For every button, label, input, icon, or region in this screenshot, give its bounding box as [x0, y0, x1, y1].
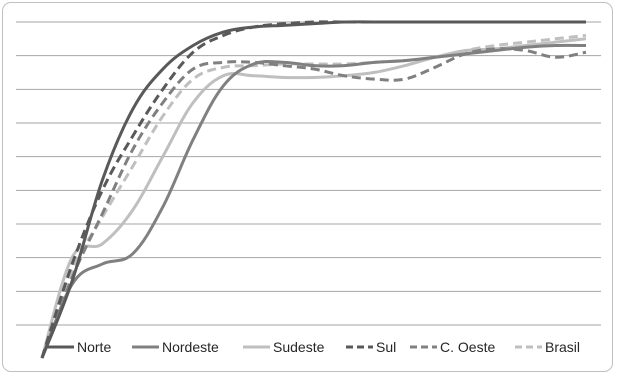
legend: Norte Nordeste Sudeste Sul C. Oeste Brasil	[47, 339, 580, 355]
legend-item-norte: Norte	[47, 339, 111, 355]
legend-label-c-oeste: C. Oeste	[440, 339, 495, 355]
legend-item-brasil: Brasil	[515, 339, 580, 355]
series-line-norte	[40, 20, 586, 359]
series-lines	[40, 20, 587, 359]
legend-label-norte: Norte	[77, 339, 111, 355]
legend-item-c-oeste: C. Oeste	[410, 339, 495, 355]
legend-item-sudeste: Sudeste	[243, 339, 325, 355]
legend-item-nordeste: Nordeste	[132, 339, 219, 355]
series-line-c-oeste	[40, 47, 587, 359]
legend-item-sul: Sul	[346, 339, 396, 355]
series-line-brasil	[40, 33, 587, 359]
series-line-nordeste	[40, 43, 587, 359]
legend-label-nordeste: Nordeste	[162, 339, 219, 355]
legend-label-brasil: Brasil	[545, 339, 580, 355]
legend-label-sul: Sul	[376, 339, 396, 355]
legend-label-sudeste: Sudeste	[273, 339, 325, 355]
series-line-sudeste	[40, 37, 587, 359]
